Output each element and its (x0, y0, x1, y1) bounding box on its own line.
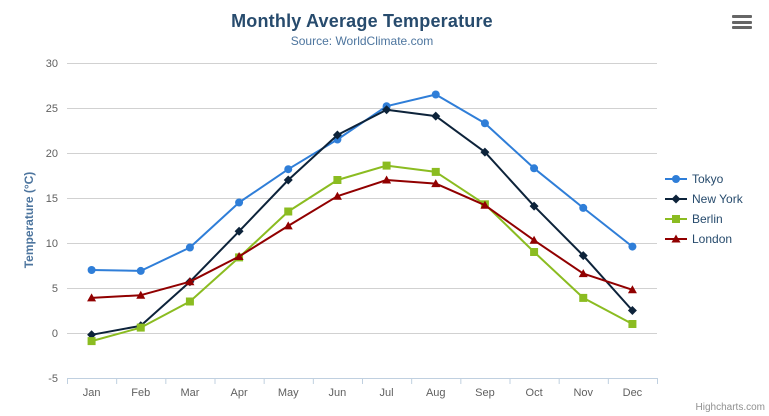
series-marker (332, 130, 342, 140)
series-marker (530, 248, 539, 256)
series-marker (578, 269, 588, 278)
series-marker (431, 167, 440, 176)
series-line-new-york (90, 108, 634, 336)
series-marker (87, 330, 97, 340)
series-marker (382, 175, 392, 184)
x-axis-label: Feb (131, 387, 150, 399)
series-marker (185, 243, 194, 252)
x-axis-label: Nov (573, 387, 593, 399)
series-marker (87, 266, 96, 274)
series-marker (382, 161, 391, 170)
x-axis-label: Aug (426, 387, 446, 399)
series-marker (628, 242, 637, 251)
series-marker (87, 293, 97, 302)
series-marker (529, 235, 539, 244)
hamburger-icon (732, 26, 752, 29)
x-axis-label: Oct (526, 387, 543, 399)
legend-item-new-york[interactable]: New York (665, 192, 743, 206)
series-marker (87, 337, 96, 346)
series-marker (480, 200, 490, 209)
x-axis-label: Jul (380, 387, 394, 399)
series-marker (283, 221, 293, 230)
series-marker (480, 147, 490, 157)
hamburger-icon (732, 20, 752, 24)
y-axis-label: 5 (52, 283, 58, 295)
series-marker (234, 226, 244, 236)
legend-item-label: Berlin (692, 212, 723, 226)
export-menu-button[interactable] (732, 15, 752, 29)
x-axis-label: Apr (231, 387, 248, 399)
series-marker (672, 215, 680, 223)
y-axis-label: 20 (46, 148, 58, 160)
series-marker (431, 179, 441, 188)
circle-legend-marker-icon (665, 175, 687, 183)
y-axis-label: 15 (46, 193, 58, 205)
legend-item-label: Tokyo (692, 172, 724, 186)
y-axis-label: 30 (46, 58, 58, 70)
series-marker (671, 194, 681, 204)
legend: Tokyo New York Berlin London (665, 172, 743, 246)
series-marker (333, 176, 342, 184)
series-marker (480, 119, 489, 128)
series-marker (431, 90, 440, 99)
x-axis-label: Mar (180, 387, 199, 399)
series-marker (136, 290, 146, 299)
chart-title: Monthly Average Temperature (231, 11, 493, 31)
series-marker (530, 164, 539, 173)
legend-item-tokyo[interactable]: Tokyo (665, 172, 743, 186)
series-marker (529, 201, 539, 211)
chart-subtitle: Source: WorldClimate.com (290, 34, 434, 48)
series-marker (672, 175, 680, 183)
square-legend-marker-icon (665, 215, 687, 223)
series-marker (235, 198, 244, 207)
triangle-legend-marker-icon (665, 234, 687, 243)
series-marker (185, 277, 195, 286)
series-marker (628, 320, 637, 328)
y-axis-label: 10 (46, 238, 58, 250)
series-marker (234, 252, 244, 260)
series-marker (671, 234, 681, 243)
y-axis-label: -5 (48, 373, 58, 385)
x-axis-label: Jun (329, 387, 347, 399)
series-marker (579, 203, 588, 212)
series-line-london (90, 179, 634, 299)
series-marker (283, 175, 293, 185)
series-line-berlin (90, 164, 634, 343)
series-marker (136, 266, 145, 275)
y-axis-label: 25 (46, 103, 58, 115)
legend-item-label: London (692, 232, 733, 246)
legend-item-london[interactable]: London (665, 232, 743, 246)
series-marker (627, 285, 637, 294)
hamburger-icon (732, 15, 752, 18)
series-marker (579, 293, 588, 302)
legend-item-label: New York (692, 192, 743, 206)
series-marker (627, 306, 637, 315)
x-axis-label: Jan (83, 387, 101, 399)
legend-item-berlin[interactable]: Berlin (665, 212, 743, 226)
series-marker (578, 251, 588, 261)
diamond-legend-marker-icon (665, 194, 687, 204)
series-marker (136, 323, 145, 332)
series-line-tokyo (90, 93, 634, 272)
x-axis-label: Dec (623, 387, 643, 399)
series-marker (284, 207, 293, 216)
y-axis-title: Temperature (°C) (22, 171, 36, 269)
series-marker (284, 165, 293, 174)
x-axis-label: May (278, 387, 299, 399)
y-axis-label: 0 (52, 328, 58, 340)
series-marker (332, 191, 342, 200)
x-axis-label: Sep (475, 387, 495, 399)
series-marker (431, 111, 441, 121)
series-marker (185, 297, 194, 306)
credits-link[interactable]: Highcharts.com (695, 402, 765, 413)
series-marker (382, 105, 392, 115)
